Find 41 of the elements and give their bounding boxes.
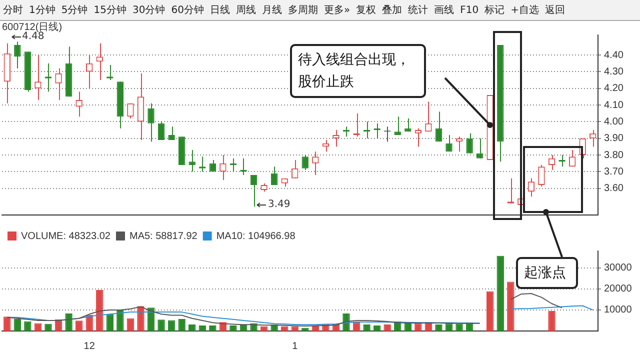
annotation: 待入线组合出现，股价止跌 bbox=[290, 44, 426, 98]
text: F10 bbox=[459, 4, 480, 16]
y-tick-label: 4.40 bbox=[604, 50, 624, 61]
y-tick-label: 3.80 bbox=[604, 150, 624, 161]
y-tick-label: 4.00 bbox=[604, 116, 624, 128]
y-tick-label: 4.20 bbox=[604, 83, 624, 94]
text: 叠加 bbox=[381, 4, 404, 17]
text: 多周期 bbox=[286, 4, 319, 17]
text: 15分钟 bbox=[92, 4, 128, 17]
y-tick-label: 3.90 bbox=[604, 133, 624, 144]
text: +自选 bbox=[510, 4, 540, 17]
y-tick-label: 4.30 bbox=[604, 66, 624, 78]
text: 画线 bbox=[433, 4, 456, 17]
x-tick-label: 12 bbox=[84, 340, 96, 352]
text: 1分钟 bbox=[28, 4, 56, 17]
legend-label: MA5: 58817.92 bbox=[129, 230, 198, 242]
annotation: 4.48 bbox=[22, 31, 44, 43]
legend-label: VOLUME: 48323.02 bbox=[21, 230, 111, 242]
y-tick-label: 30000 bbox=[604, 262, 632, 274]
y-tick-label: 4.10 bbox=[604, 100, 624, 111]
text: 5分钟 bbox=[60, 4, 89, 17]
chart-title: 600712(日线) bbox=[2, 20, 62, 33]
annotation: 3.49 bbox=[268, 199, 290, 211]
y-tick-label: 3.60 bbox=[604, 183, 624, 194]
text: 60分钟 bbox=[170, 4, 205, 17]
text: 统计 bbox=[407, 4, 430, 17]
text: 更多» bbox=[322, 4, 352, 17]
text: 分时 bbox=[2, 4, 24, 17]
text: 复权 bbox=[355, 4, 378, 17]
text: 30分钟 bbox=[131, 4, 166, 17]
text: 日线 bbox=[208, 4, 231, 17]
text: 周线 bbox=[234, 4, 257, 17]
x-tick-label: 1 bbox=[292, 340, 298, 352]
legend-label: MA10: 104966.98 bbox=[216, 230, 296, 242]
y-tick-label: 20000 bbox=[604, 284, 632, 295]
y-tick-label: 3.70 bbox=[604, 166, 624, 178]
text: 月线 bbox=[260, 4, 283, 17]
y-tick-label: 10000 bbox=[604, 304, 632, 316]
text: 标记 bbox=[484, 4, 506, 17]
text: 返回 bbox=[544, 4, 566, 17]
annotation: 起涨点 bbox=[516, 257, 578, 289]
